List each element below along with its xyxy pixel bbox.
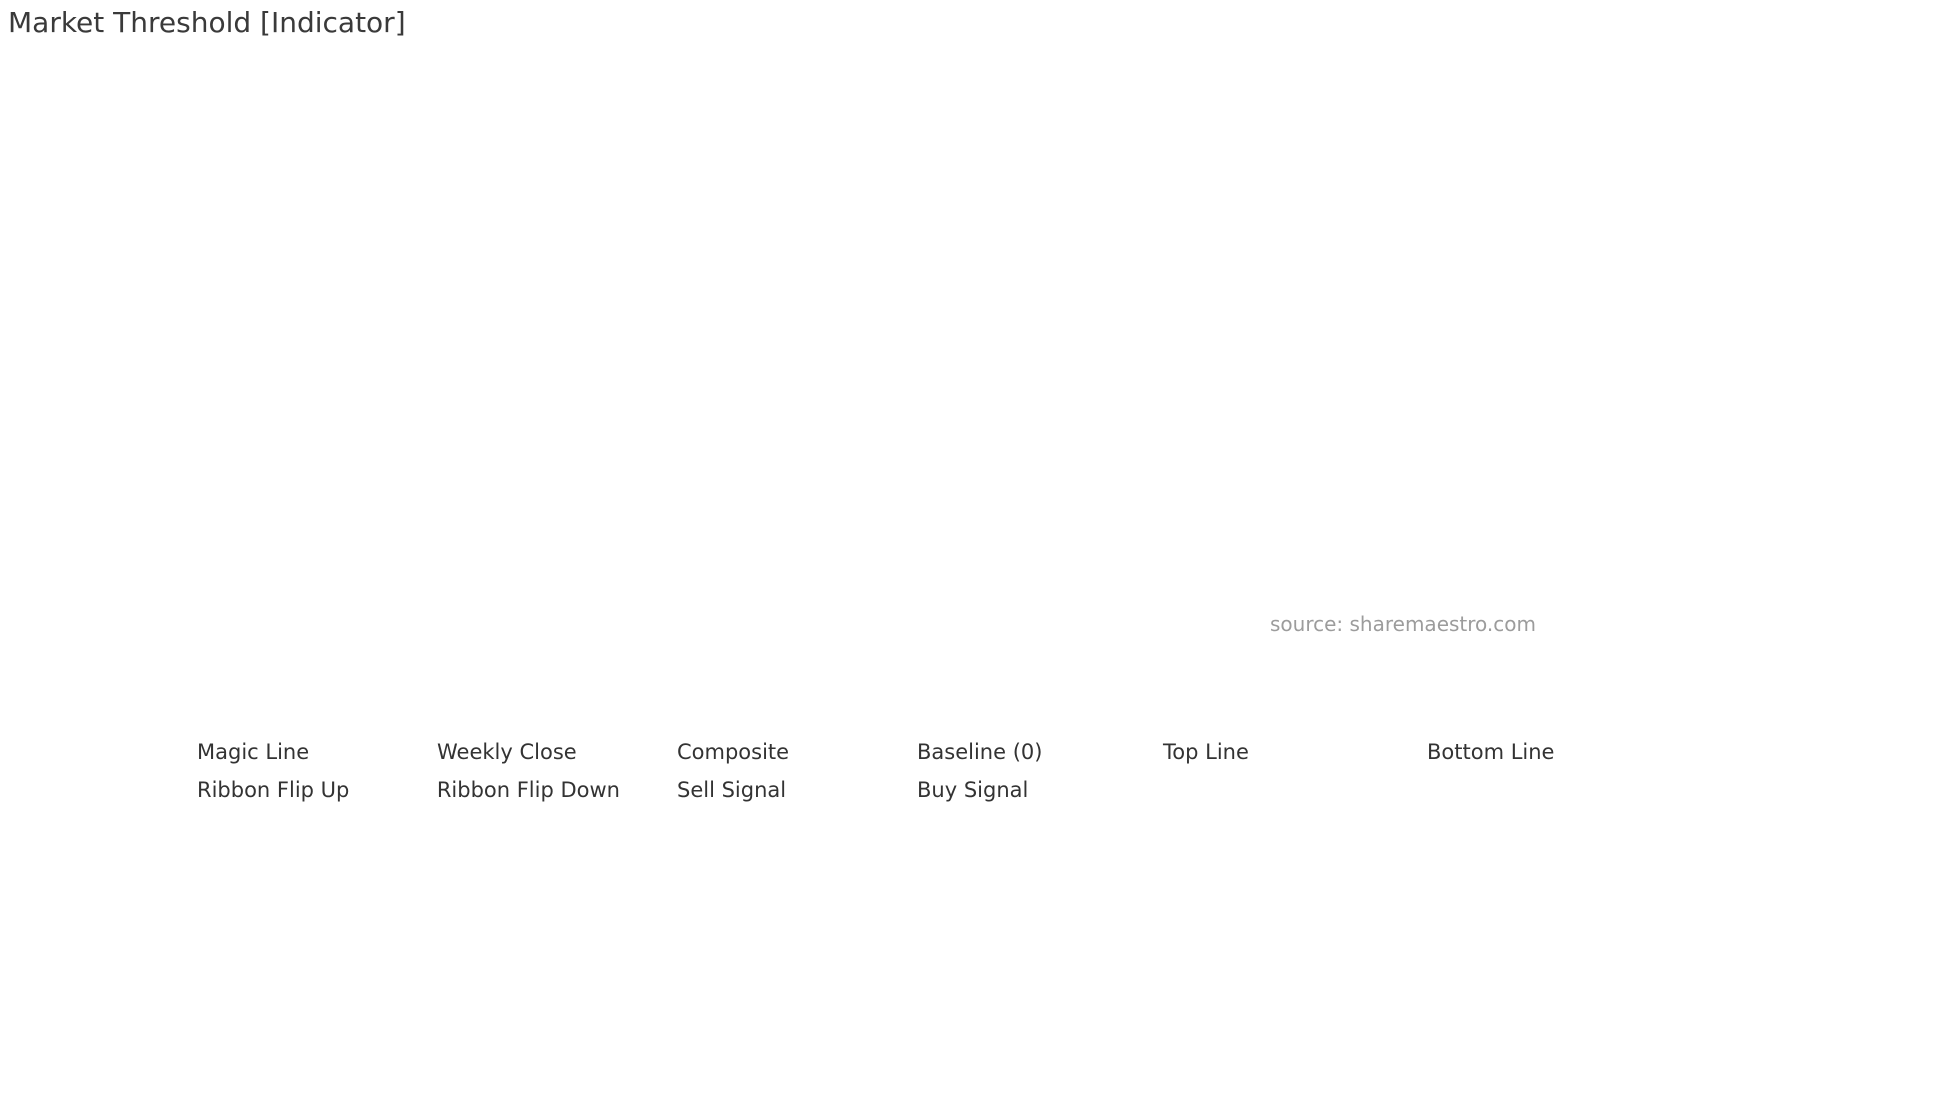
legend-item-baseline: Baseline (0): [860, 740, 1106, 764]
baseline-swatch-icon: [860, 743, 906, 761]
chart-title: Market Threshold [Indicator]: [8, 6, 406, 39]
legend-label-baseline: Baseline (0): [917, 740, 1043, 764]
legend: Magic Line Weekly Close Composite Baseli…: [140, 740, 1560, 802]
legend-label-composite: Composite: [677, 740, 790, 764]
source-credit: source: sharemaestro.com: [1270, 612, 1536, 636]
legend-label-bottom-line: Bottom Line: [1427, 740, 1555, 764]
legend-item-buy-signal: Buy Signal: [860, 778, 1106, 802]
legend-item-sell-signal: Sell Signal: [620, 778, 860, 802]
legend-label-weekly-close: Weekly Close: [437, 740, 577, 764]
legend-label-sell-signal: Sell Signal: [677, 778, 787, 802]
legend-label-buy-signal: Buy Signal: [917, 778, 1029, 802]
bottom-line-swatch-icon: [1370, 743, 1416, 761]
legend-label-ribbon-flip-down: Ribbon Flip Down: [436, 778, 620, 802]
ribbon-flip-up-triangle-icon: [140, 781, 186, 799]
ribbon-flip-down-triangle-icon: [380, 781, 426, 799]
legend-label-top-line: Top Line: [1163, 740, 1249, 764]
legend-item-top-line: Top Line: [1106, 740, 1370, 764]
legend-item-magic-line: Magic Line: [140, 740, 380, 764]
weekly-close-swatch-icon: [380, 743, 426, 761]
legend-item-ribbon-flip-up: Ribbon Flip Up: [140, 778, 380, 802]
top-line-swatch-icon: [1106, 743, 1152, 761]
legend-item-weekly-close: Weekly Close: [380, 740, 620, 764]
legend-label-magic-line: Magic Line: [197, 740, 310, 764]
legend-item-ribbon-flip-down: Ribbon Flip Down: [380, 778, 620, 802]
chart-canvas: [0, 0, 1960, 720]
sell-signal-triangle-icon: [620, 781, 666, 799]
legend-item-composite: Composite: [620, 740, 860, 764]
legend-item-bottom-line: Bottom Line: [1370, 740, 1560, 764]
composite-swatch-icon: [620, 743, 666, 761]
buy-signal-triangle-icon: [860, 781, 906, 799]
magic-line-swatch-icon: [140, 743, 186, 761]
legend-label-ribbon-flip-up: Ribbon Flip Up: [197, 778, 350, 802]
